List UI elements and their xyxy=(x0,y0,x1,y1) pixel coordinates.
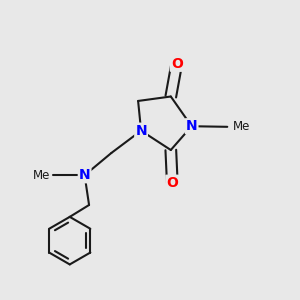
Text: N: N xyxy=(186,119,197,133)
Text: N: N xyxy=(135,124,147,138)
Text: O: O xyxy=(167,176,178,190)
Text: O: O xyxy=(171,57,183,71)
Text: Me: Me xyxy=(232,120,250,133)
Text: N: N xyxy=(79,168,90,182)
Text: N: N xyxy=(135,124,147,138)
Text: Me: Me xyxy=(33,169,50,182)
Text: O: O xyxy=(167,176,178,190)
Text: N: N xyxy=(186,119,197,133)
Text: N: N xyxy=(79,168,90,182)
Text: O: O xyxy=(171,57,183,71)
